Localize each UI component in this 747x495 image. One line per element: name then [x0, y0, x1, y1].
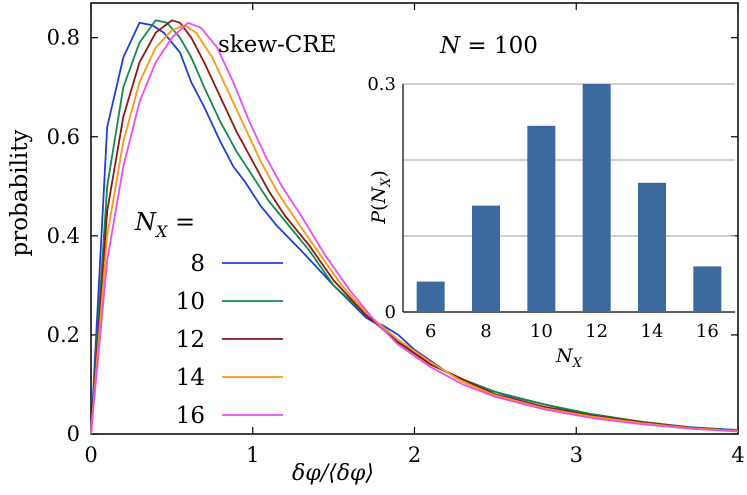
legend-label-10: 10	[176, 289, 205, 315]
inset-bar-chart: N = 100 6 8 10 12 14 16 0 0.3 NX P(NX)	[367, 33, 735, 371]
legend-label-16: 16	[176, 403, 205, 429]
series-line-16	[90, 21, 739, 435]
inset-bar-8	[472, 205, 500, 312]
inset-y-tick-label: 0.3	[367, 74, 396, 95]
inset-bars	[416, 84, 722, 312]
inset-y-tick-label: 0	[385, 302, 396, 323]
main-ticks: 0 1 2 3 400.20.40.60.8	[47, 3, 745, 467]
x-tick-label: 2	[408, 443, 421, 467]
y-tick-label: 0.8	[47, 26, 80, 50]
inset-x-tick-label: 8	[480, 321, 491, 342]
inset-title: N = 100	[439, 33, 538, 59]
y-tick-label: 0	[67, 422, 80, 446]
inset-bar-16	[693, 266, 722, 312]
inset-x-tick-label: 12	[585, 321, 608, 342]
x-tick-label: 4	[731, 443, 744, 467]
inset-x-axis-label: NX	[555, 345, 583, 371]
main-plot: 0 1 2 3 400.20.40.60.8 skew-CRE δφ/⟨δφ⟩ prob…	[7, 2, 745, 486]
main-series	[90, 19, 739, 435]
series-line-10	[90, 19, 739, 435]
inset-grid	[402, 83, 735, 313]
inset-bar-14	[638, 182, 666, 312]
inset-x-tick-label: 16	[696, 321, 719, 342]
annotation-text: skew-CRE	[218, 32, 337, 58]
y-tick-label: 0.2	[47, 323, 80, 347]
x-axis-label: δφ/⟨δφ⟩	[292, 461, 374, 486]
series-line-12	[90, 19, 739, 435]
inset-ticks: 6 8 10 12 14 16 0 0.3	[367, 74, 718, 342]
legend-label-14: 14	[176, 365, 205, 391]
y-tick-label: 0.4	[47, 224, 80, 248]
y-tick-label: 0.6	[47, 125, 80, 149]
legend-label-8: 8	[190, 251, 205, 277]
inset-x-tick-label: 6	[425, 321, 436, 342]
legend: NX = 8 10 12 14 16	[134, 208, 283, 429]
inset-bar-10	[527, 125, 556, 312]
inset-bar-12	[582, 84, 611, 312]
y-axis-label: probability	[7, 129, 33, 256]
series-line-14	[90, 24, 739, 435]
inset-bar-6	[416, 281, 445, 312]
inset-y-axis-label: P(NX)	[368, 170, 394, 225]
inset-x-tick-label: 14	[641, 321, 664, 342]
x-tick-label: 1	[246, 443, 259, 467]
inset-x-tick-label: 10	[530, 321, 553, 342]
x-tick-label: 3	[570, 443, 583, 467]
legend-label-12: 12	[176, 327, 205, 353]
legend-title: NX =	[134, 208, 195, 241]
x-tick-label: 0	[84, 443, 97, 467]
